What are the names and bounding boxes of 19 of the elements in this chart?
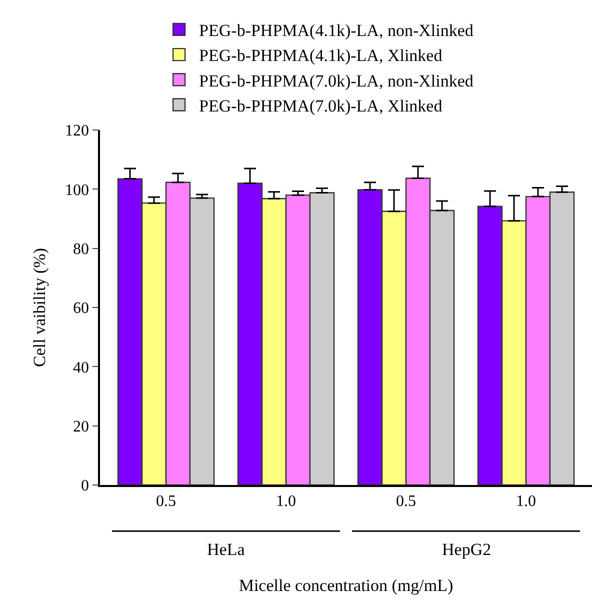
text: HepG2 [442,540,492,559]
y-tick-label: 20 [73,418,90,436]
x-tick-label: 1.0 [516,492,536,510]
legend-label: PEG-b-PHPMA(7.0k)-LA, Xlinked [199,96,443,116]
y-tick-label: 0 [81,478,90,495]
y-tick-label: 100 [65,182,90,199]
legend-label: PEG-b-PHPMA(4.1k)-LA, Xlinked [199,46,443,66]
x-tick-label: 0.5 [156,492,176,510]
y-tick-label: 120 [65,122,90,140]
x-tick-label: 0.5 [396,492,416,510]
legend-label: PEG-b-PHPMA(4.1k)-LA, non-Xlinked [199,21,474,40]
x-axis-title: Micelle concentration (mg/mL) [238,576,454,595]
text: HeLa [207,540,246,559]
x-tick-label: 1.0 [276,492,296,510]
y-tick-label: 40 [73,359,90,376]
legend-label: PEG-b-PHPMA(7.0k)-LA, non-Xlinked [199,71,474,90]
y-tick-label: 80 [73,240,90,258]
y-axis-title: Cell vaibility (%) [30,248,50,367]
y-tick-label: 60 [73,300,90,318]
